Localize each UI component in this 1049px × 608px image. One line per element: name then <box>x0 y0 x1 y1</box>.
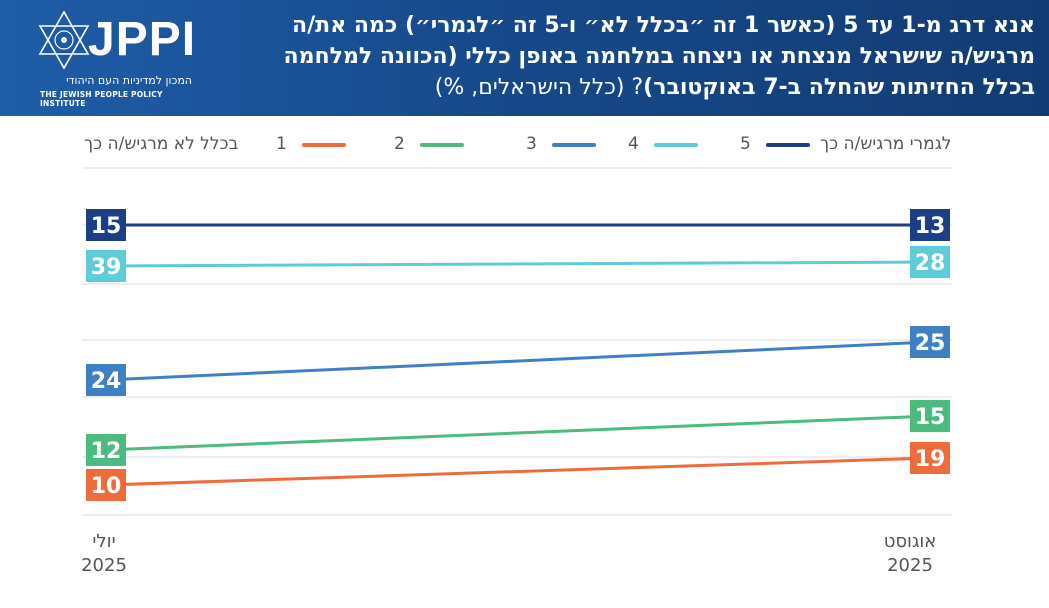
star-of-david-icon <box>38 10 90 70</box>
chart-header: JPPI המכון למדיניות העם היהודי THE JEWIS… <box>0 0 1049 116</box>
logo-hebrew-name: המכון למדיניות העם היהודי <box>66 74 192 87</box>
logo-english-name: THE JEWISH PEOPLE POLICY INSTITUTE <box>40 90 163 108</box>
legend-swatch-5 <box>766 143 810 147</box>
data-label-5-end: 13 <box>915 214 946 239</box>
x-label-july-year: 2025 <box>81 555 127 576</box>
data-label-box-2-end <box>910 400 950 432</box>
data-label-box-3-start <box>86 364 126 396</box>
legend-swatch-3 <box>552 143 596 147</box>
legend-num-1: 1 <box>276 134 287 154</box>
data-label-box-2-start <box>86 434 126 466</box>
series-line-4 <box>105 260 931 268</box>
legend-swatch-2 <box>420 143 464 147</box>
chart-title-suffix: ? (כלל הישראלים, %) <box>434 75 644 100</box>
data-label-box-4-start <box>86 250 126 282</box>
data-label-box-3-end <box>910 326 950 358</box>
x-label-august-year: 2025 <box>887 555 933 576</box>
data-label-box-5-end <box>910 209 950 241</box>
series-line-3 <box>105 340 931 382</box>
data-label-3-start: 24 <box>91 369 122 394</box>
data-label-4-start: 39 <box>91 255 122 280</box>
data-label-4-end: 28 <box>915 251 946 276</box>
series-line-1 <box>105 456 931 487</box>
legend-swatch-1 <box>302 143 346 147</box>
legend-num-3: 3 <box>526 134 537 154</box>
data-label-2-end: 15 <box>915 405 946 430</box>
legend-num-5: 5 <box>740 134 751 154</box>
x-label-august-month: אוגוסט <box>883 531 937 552</box>
legend-num-4: 4 <box>628 134 639 154</box>
chart-title: אנא דרג מ-1 עד 5 (כאשר 1 זה ״בכלל לא״ ו-… <box>265 10 1035 103</box>
data-label-box-1-start <box>86 469 126 501</box>
chart-title-main: אנא דרג מ-1 עד 5 (כאשר 1 זה ״בכלל לא״ ו-… <box>283 13 1035 100</box>
x-label-august: אוגוסט 2025 <box>872 530 948 578</box>
data-label-3-end: 25 <box>915 331 946 356</box>
series-line-2 <box>105 414 931 452</box>
x-label-july: יולי 2025 <box>72 530 136 578</box>
data-label-1-end: 19 <box>915 447 946 472</box>
chart-legend: בכלל לא מרגיש/ה כך 1 2 3 4 5 לגמרי מרגיש… <box>0 130 1049 160</box>
data-label-2-start: 12 <box>91 439 122 464</box>
data-label-1-start: 10 <box>91 474 122 499</box>
legend-right-label: לגמרי מרגיש/ה כך <box>820 134 952 154</box>
jppi-logo: JPPI המכון למדיניות העם היהודי THE JEWIS… <box>36 8 206 108</box>
logo-wordmark: JPPI <box>88 13 197 66</box>
legend-swatch-4 <box>654 143 698 147</box>
data-label-box-5-start <box>86 209 126 241</box>
data-label-box-4-end <box>910 246 950 278</box>
data-label-5-start: 15 <box>91 214 122 239</box>
data-label-box-1-end <box>910 442 950 474</box>
legend-num-2: 2 <box>394 134 405 154</box>
legend-left-label: בכלל לא מרגיש/ה כך <box>84 134 239 154</box>
x-label-july-month: יולי <box>92 531 116 552</box>
